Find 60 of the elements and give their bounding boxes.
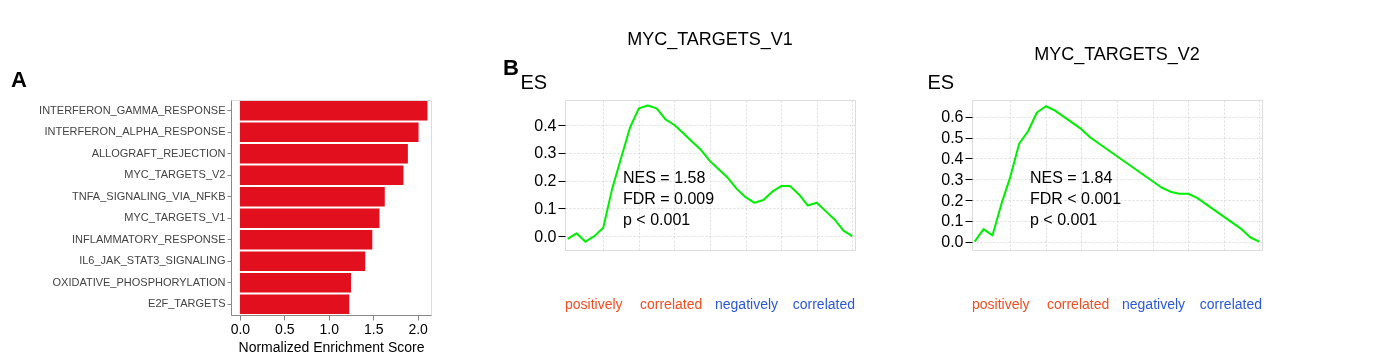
annotation: NES = 1.58 [623,169,706,186]
y-tick-label: INTERFERON_ALPHA_RESPONSE [44,125,226,138]
x-tick-label: 0.5 [275,320,295,337]
line-series [973,105,1261,243]
y-axis-title: ES [927,70,955,93]
text: negatively [1122,296,1186,312]
y-tick-label: 0.1 [534,199,557,217]
bar [239,294,350,314]
y-tick-label: ALLOGRAFT_REJECTION [91,146,226,159]
annotation: p < 0.001 [1030,211,1098,228]
annotation: FDR < 0.001 [1030,190,1122,207]
y-tick-label: OXIDATIVE_PHOSPHORYLATION [52,275,226,288]
y-tick-label: 0.0 [941,233,964,251]
x-tick-label: 1.5 [363,320,384,337]
y-tick-label: IL6_JAK_STAT3_SIGNALING [79,254,226,267]
text: correlated [640,296,703,312]
annotation: p < 0.001 [623,211,691,228]
y-tick-label: MYC_TARGETS_V1 [124,211,226,224]
y-tick-label: 0.3 [534,144,557,162]
y-tick-label: 0.4 [534,116,557,134]
y-tick-label: 0.1 [941,212,964,230]
x-axis-title: Normalized Enrichment Score [238,338,425,355]
text: correlated [1199,296,1262,312]
bar [239,230,373,250]
bar [239,144,408,164]
text: negatively [715,296,779,312]
bar [239,165,404,185]
chart-title: MYC_TARGETS_V1 [627,29,793,50]
bar [239,251,366,271]
bar [239,273,351,293]
bar [239,101,428,121]
x-tick-label: 2.0 [408,320,429,337]
bar [239,208,380,228]
x-tick-label: 1.0 [319,320,340,337]
annotation: FDR = 0.009 [623,190,715,207]
text: A [11,67,27,92]
y-tick-label: 0.6 [941,108,964,126]
y-tick-label: TNFA_SIGNALING_VIA_NFKB [72,189,226,202]
y-tick-label: MYC_TARGETS_V2 [124,168,226,181]
bar [239,187,385,207]
text: correlated [1047,296,1110,312]
y-tick-label: 0.2 [941,191,964,209]
line-series [566,104,854,243]
bar [239,122,419,142]
y-tick-label: 0.4 [941,149,964,167]
x-tick-label: 0.0 [230,320,251,337]
text: positively [972,296,1030,312]
text: correlated [792,296,855,312]
y-axis-title: ES [520,70,548,93]
annotation: NES = 1.84 [1030,169,1113,186]
y-tick-label: INTERFERON_GAMMA_RESPONSE [39,103,226,116]
text: B [503,55,519,80]
chart-title: MYC_TARGETS_V2 [1034,44,1200,65]
y-tick-label: 0.5 [941,129,964,146]
y-tick-label: E2F_TARGETS [148,297,226,310]
y-tick-label: 0.0 [534,227,557,245]
y-tick-label: 0.2 [534,172,557,190]
text: positively [565,296,623,312]
y-tick-label: INFLAMMATORY_RESPONSE [72,232,226,245]
y-tick-label: 0.3 [941,170,964,188]
